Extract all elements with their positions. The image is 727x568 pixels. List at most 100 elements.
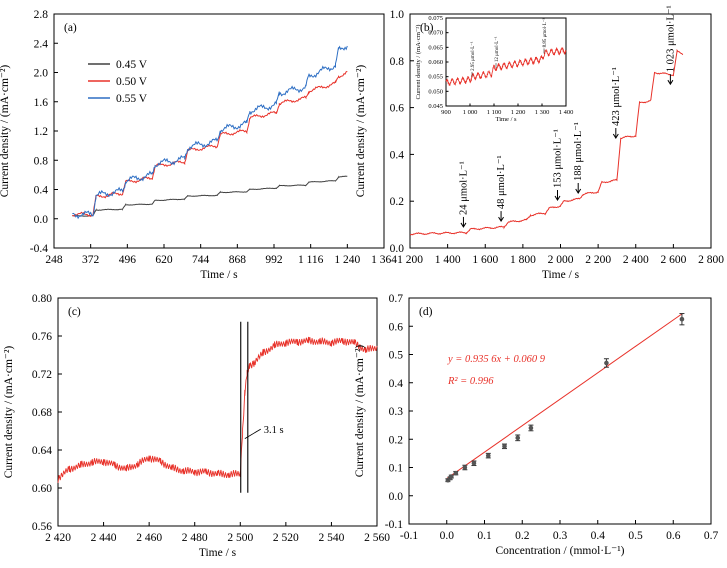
y-tick-label: 0.4: [390, 149, 405, 161]
chart-panel-3: -0.1 0.0 0.1 0.2 0.3 0.4 0.5 0.6 0.7 -0.1 0.0 0.1 0.…: [354, 293, 718, 557]
arrow-head: [612, 133, 619, 139]
x-tick-label: 496: [119, 254, 137, 266]
x-axis-label: Time / s: [542, 269, 580, 281]
inset-annotation: 8.85 μmol·L⁻¹: [542, 18, 548, 48]
y-axis-label: Current density / (mA·cm⁻²): [354, 345, 366, 478]
y-tick-label: 0.8: [34, 155, 49, 167]
plot-frame: [57, 297, 378, 527]
y-tick-label: 0.070: [428, 30, 443, 37]
y-tick-label: 0.3: [389, 406, 404, 418]
y-tick-label: 0.56: [32, 521, 52, 533]
x-tick-label: 1 800: [510, 254, 536, 266]
y-tick-label: 0.050: [428, 88, 443, 95]
x-tick-label: 2 600: [660, 254, 686, 266]
y-tick-label: 0.64: [32, 445, 52, 457]
chart-panel-2: 2 420 2 440 2 460 2 480 2 500 2 520 2 540 2 560…: [3, 293, 390, 559]
x-tick-label: 2 500: [227, 532, 253, 544]
chart-panel-1: 1 200 1 400 1 600 1 800 2 000 2 200 2 400 2 600…: [355, 5, 724, 281]
x-tick-label: 1 200: [397, 254, 423, 266]
x-tick-label: 0.6: [666, 530, 681, 542]
concentration-annotation: 153 μmol·L⁻¹: [553, 129, 564, 188]
y-tick-label: 0.0: [389, 491, 404, 503]
panel-label: (c): [68, 306, 81, 318]
data-point: [448, 474, 454, 479]
x-tick-label: 2 200: [585, 254, 611, 266]
y-tick-label: 0.055: [428, 74, 443, 81]
y-tick-label: -0.4: [30, 243, 48, 255]
y-tick-label: 0.4: [389, 378, 404, 390]
x-tick-label: 372: [82, 254, 100, 266]
x-tick-label: 1 300: [535, 109, 550, 116]
y-tick-label: 1.6: [34, 97, 49, 109]
y-tick-label: 0.72: [32, 369, 52, 381]
x-tick-label: 2 440: [91, 532, 117, 544]
fit-equation: y = 0.935 6x + 0.060 9: [447, 354, 546, 365]
x-tick-label: 0.4: [591, 530, 606, 542]
x-tick-label: 2 540: [318, 532, 344, 544]
fit-r-squared: R² = 0.996: [447, 376, 494, 387]
y-tick-label: 0.0: [390, 243, 405, 255]
legend-label: 0.55 V: [116, 93, 148, 105]
panel-label: (d): [419, 306, 433, 318]
x-tick-label: 1 600: [472, 254, 498, 266]
inset-series-line: [445, 47, 567, 86]
x-tick-label: 248: [45, 254, 63, 266]
x-tick-label: 0.2: [515, 530, 530, 542]
data-point: [528, 425, 534, 431]
data-point: [679, 316, 685, 322]
y-tick-label: 0.0: [34, 214, 49, 226]
x-tick-label: 1 400: [559, 109, 574, 116]
panel-label: (b): [420, 22, 434, 34]
response-time-label: 3.1 s: [264, 425, 284, 436]
concentration-annotation: 1 023 μmol·L⁻¹: [665, 5, 676, 72]
x-axis-label: Time / s: [199, 547, 237, 559]
fit-line: [446, 312, 683, 479]
chart-panel-0: 248 372 496 620 744 868 992 1 116 1 240 1 364 -0.4…: [0, 9, 397, 281]
chart-panel-1: 900 1 000 1 100 1 200 1 300 1 400 0.045 0.050 0.…: [415, 15, 573, 123]
concentration-annotation: 48 μmol·L⁻¹: [496, 155, 507, 209]
series-line-055: [72, 45, 348, 220]
concentration-annotation: 188 μmol·L⁻¹: [573, 122, 584, 181]
x-axis-label: Time / s: [200, 269, 238, 281]
y-tick-label: 0.8: [390, 56, 405, 68]
x-tick-label: 1 116: [298, 254, 324, 266]
y-tick-label: 0.6: [390, 103, 405, 115]
x-tick-label: 1 364: [371, 254, 397, 266]
series-line: [409, 49, 684, 236]
x-tick-label: 0.1: [477, 530, 492, 542]
x-tick-label: 2 420: [45, 532, 71, 544]
x-tick-label: 0.5: [628, 530, 643, 542]
inset-annotation: 12 μmol·L⁻¹: [494, 36, 500, 62]
arrow-head: [575, 188, 582, 194]
data-point: [502, 444, 507, 449]
y-tick-label: 0.1: [389, 463, 404, 475]
y-tick-label: 0.7: [389, 293, 404, 305]
x-tick-label: 2 480: [182, 532, 208, 544]
x-tick-label: 2 400: [623, 254, 649, 266]
arrow-head: [460, 222, 467, 228]
series-line-050: [72, 71, 348, 218]
y-tick-label: 0.68: [32, 407, 52, 419]
y-tick-label: 0.76: [32, 331, 52, 343]
x-tick-label: 1 200: [511, 109, 526, 116]
x-tick-label: -0.1: [400, 530, 418, 542]
data-point: [515, 435, 521, 441]
arrow-head: [667, 79, 674, 86]
series-line-045: [72, 175, 348, 217]
y-tick-label: 0.60: [32, 483, 52, 495]
concentration-annotation: 423 μmol·L⁻¹: [611, 67, 622, 126]
y-tick-label: 2.4: [34, 38, 49, 50]
y-tick-label: 0.060: [428, 59, 443, 66]
y-axis-label: Current density / (mA·cm⁻²): [3, 346, 15, 479]
y-tick-label: 0.6: [389, 321, 404, 333]
x-tick-label: 0.7: [704, 530, 719, 542]
y-tick-label: 0.075: [428, 15, 443, 22]
y-tick-label: 0.80: [32, 293, 52, 305]
y-tick-label: 0.4: [34, 185, 49, 197]
y-tick-label: 2.8: [34, 9, 49, 21]
y-axis-label: Current density / (mA·cm⁻²): [415, 25, 422, 100]
x-tick-label: 744: [192, 254, 210, 266]
x-axis-label: Time / s: [495, 116, 517, 123]
leader-line: [244, 428, 261, 439]
x-tick-label: 1 100: [487, 109, 502, 116]
